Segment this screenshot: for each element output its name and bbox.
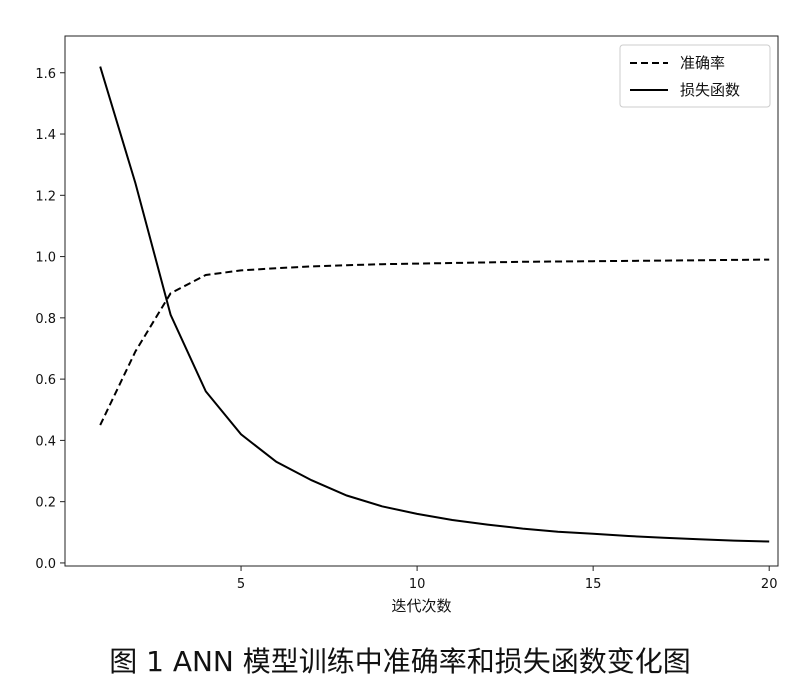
y-tick-label: 0.2	[35, 496, 56, 511]
y-tick-label: 0.6	[35, 373, 56, 388]
x-axis-label: 迭代次数	[391, 597, 451, 615]
x-axis: 5 10 15 20	[237, 566, 778, 592]
y-tick-label: 0.4	[35, 434, 56, 449]
y-tick-label: 1.6	[35, 67, 56, 82]
x-tick-label: 15	[585, 577, 602, 592]
loss-accuracy-chart: 5 10 15 20 0.0 0.2 0.4 0.6 0.8 1.0 1.2 1.4 1.6 迭代次数…	[35, 35, 779, 615]
y-tick-label: 1.2	[35, 189, 56, 204]
legend-entry-label: 损失函数	[680, 81, 740, 99]
legend-entry-label: 准确率	[680, 54, 725, 72]
series-line-loss	[99, 66, 770, 543]
x-tick-label: 5	[237, 577, 245, 592]
legend-box	[619, 44, 771, 108]
y-tick-label: 0.0	[35, 557, 56, 572]
y-tick-label: 1.4	[35, 128, 56, 143]
figure-caption: 图 1 ANN 模型训练中准确率和损失函数变化图	[109, 645, 691, 678]
plot-area	[99, 66, 770, 543]
series-line-accuracy	[99, 258, 770, 426]
x-tick-label: 10	[409, 577, 426, 592]
axes-frame	[64, 35, 779, 567]
y-axis: 0.0 0.2 0.4 0.6 0.8 1.0 1.2 1.4 1.6	[35, 67, 65, 572]
x-tick-label: 20	[761, 577, 778, 592]
y-tick-label: 1.0	[35, 251, 56, 266]
y-tick-label: 0.8	[35, 312, 56, 327]
